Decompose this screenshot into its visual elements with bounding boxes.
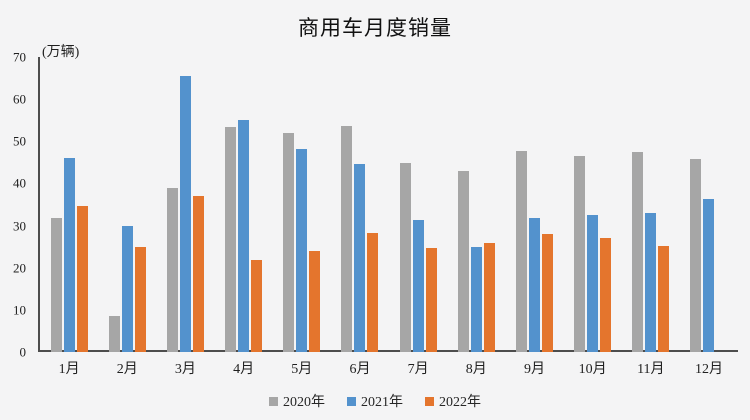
y-tick-label-40: 40 — [13, 175, 26, 191]
bar-2022年-9月 — [541, 234, 553, 352]
x-label-6月: 6月 — [349, 362, 371, 377]
bar-2022年-4月 — [251, 260, 263, 352]
y-tick-label-30: 30 — [13, 218, 26, 234]
bar-2021年-2月 — [121, 226, 133, 352]
legend-item-2021年: 2021年 — [347, 391, 403, 411]
x-label-9月: 9月 — [523, 362, 545, 377]
x-label-10月: 10月 — [578, 362, 607, 377]
bar-2020年-7月 — [399, 163, 411, 352]
y-axis-unit-label: (万辆) — [42, 45, 80, 60]
x-label-11月: 11月 — [637, 362, 665, 377]
bar-2021年-4月 — [238, 120, 250, 352]
bar-group-8月 — [447, 57, 505, 352]
bar-2020年-6月 — [341, 126, 353, 352]
bar-2020年-8月 — [457, 170, 469, 352]
y-tick-label-70: 70 — [13, 49, 26, 65]
bar-2021年-8月 — [470, 247, 482, 352]
legend-label: 2020年 — [283, 395, 325, 410]
bar-2020年-4月 — [225, 126, 237, 352]
legend-swatch-icon — [269, 396, 278, 406]
x-label-5月: 5月 — [291, 362, 313, 377]
bar-2020年-11月 — [632, 152, 644, 352]
bar-2020年-5月 — [283, 132, 295, 352]
bar-2020年-1月 — [50, 218, 62, 352]
chart-legend: 2020年 2021年 2022年 — [0, 391, 750, 411]
x-label-4月: 4月 — [233, 362, 255, 377]
bar-group-7月 — [389, 57, 447, 352]
bar-2021年-9月 — [528, 218, 540, 352]
bar-2021年-11月 — [645, 212, 657, 352]
bar-2022年-6月 — [367, 233, 379, 352]
legend-label: 2022年 — [439, 395, 481, 410]
y-axis-tick-labels: 0 10 20 30 40 50 60 70 — [0, 51, 34, 359]
x-axis-category-labels: 1月 2月 3月 4月 5月 6月 7月 8月 9月 10月 11月 12月 — [40, 358, 738, 378]
x-label-3月: 3月 — [174, 362, 196, 377]
legend-swatch-icon — [347, 396, 356, 406]
y-tick-label-50: 50 — [13, 133, 26, 149]
x-label-2月: 2月 — [116, 362, 138, 377]
bar-groups — [40, 57, 738, 352]
x-label-1月: 1月 — [58, 362, 80, 377]
y-tick-label-60: 60 — [13, 91, 26, 107]
y-tick-label-0: 0 — [19, 344, 27, 360]
bar-2020年-3月 — [166, 187, 178, 352]
x-label-7月: 7月 — [407, 362, 429, 377]
bar-group-12月 — [680, 57, 738, 352]
bar-2021年-6月 — [354, 164, 366, 352]
bar-2022年-10月 — [600, 237, 612, 352]
y-tick-label-20: 20 — [13, 260, 26, 276]
bar-2021年-3月 — [179, 75, 191, 352]
bar-group-10月 — [564, 57, 622, 352]
bar-2021年-7月 — [412, 220, 424, 352]
legend-label: 2021年 — [361, 395, 403, 410]
bar-2020年-2月 — [108, 315, 120, 352]
bar-group-4月 — [215, 57, 273, 352]
bar-2020年-12月 — [690, 159, 702, 352]
bar-2021年-5月 — [296, 148, 308, 352]
bar-group-1月 — [40, 57, 98, 352]
bar-2022年-1月 — [76, 206, 88, 352]
bar-group-5月 — [273, 57, 331, 352]
bar-2021年-10月 — [587, 215, 599, 352]
bar-group-11月 — [622, 57, 680, 352]
legend-item-2022年: 2022年 — [425, 391, 481, 411]
x-label-12月: 12月 — [694, 362, 723, 377]
x-label-8月: 8月 — [465, 362, 487, 377]
bar-2022年-5月 — [309, 251, 321, 352]
chart-title: 商用车月度销量 — [298, 16, 452, 40]
bar-2021年-12月 — [703, 198, 715, 352]
legend-item-2020年: 2020年 — [269, 391, 325, 411]
bar-2020年-9月 — [515, 150, 527, 352]
plot-area — [38, 57, 738, 352]
bar-2022年-3月 — [192, 196, 204, 352]
bar-group-6月 — [331, 57, 389, 352]
bar-2021年-1月 — [63, 158, 75, 352]
bar-2020年-10月 — [574, 156, 586, 352]
legend-swatch-icon — [425, 396, 434, 406]
bar-2022年-8月 — [483, 242, 495, 352]
bar-group-3月 — [156, 57, 214, 352]
bar-2022年-11月 — [658, 245, 670, 352]
y-tick-label-10: 10 — [13, 302, 26, 318]
bar-group-9月 — [505, 57, 563, 352]
bar-group-2月 — [98, 57, 156, 352]
bar-2022年-2月 — [134, 246, 146, 352]
bar-2022年-7月 — [425, 248, 437, 352]
